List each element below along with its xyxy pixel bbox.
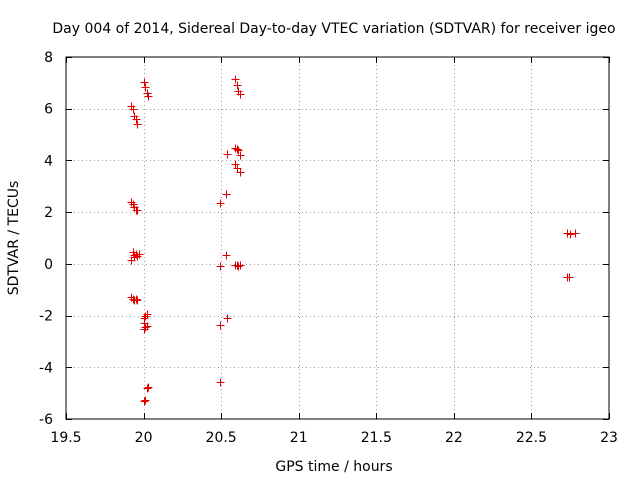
x-tick-label: 23 (600, 430, 618, 446)
data-point (234, 262, 243, 271)
data-point (140, 78, 149, 87)
data-point (144, 92, 153, 101)
x-tick-label: 20 (135, 430, 153, 446)
data-point (566, 230, 575, 239)
data-point (132, 295, 141, 304)
x-tick-labels: 19.5 20 20.5 21 21.5 22 22.5 23 (50, 430, 618, 446)
data-point (236, 151, 245, 160)
plot-frame (65, 56, 610, 420)
data-point (233, 145, 242, 154)
y-tick-label: 4 (44, 153, 53, 169)
x-tick-label: 21 (290, 430, 308, 446)
data-point (571, 229, 580, 238)
data-point (135, 250, 144, 259)
data-point (143, 310, 152, 319)
y-axis-label: SDTVAR / TECUs (6, 181, 22, 296)
x-tick-label: 19.5 (50, 430, 81, 446)
data-point (223, 314, 232, 323)
data-point (216, 378, 225, 387)
data-point (216, 262, 225, 271)
data-point (234, 146, 243, 155)
data-point (144, 383, 153, 392)
data-point (236, 90, 245, 99)
data-point (130, 253, 139, 262)
data-point (565, 273, 574, 282)
y-tick-label: 0 (44, 257, 53, 273)
data-point (133, 296, 142, 305)
x-tick-label: 22 (445, 430, 463, 446)
data-point (216, 199, 225, 208)
data-point (140, 397, 149, 406)
data-point (231, 160, 240, 169)
x-tick-label: 22.5 (516, 430, 547, 446)
data-point (233, 81, 242, 90)
data-point (222, 251, 231, 260)
data-point (222, 190, 231, 199)
data-point (141, 312, 150, 321)
x-axis-label: GPS time / hours (275, 459, 392, 475)
chart-title: Day 004 of 2014, Sidereal Day-to-day VTE… (52, 21, 615, 37)
tick-layer (66, 57, 610, 420)
y-tick-label: 6 (44, 102, 53, 118)
data-point (141, 83, 150, 92)
y-tick-label: -6 (39, 412, 53, 428)
data-point (132, 115, 141, 124)
data-point (133, 120, 142, 129)
data-point (140, 325, 149, 334)
x-tick-label: 20.5 (206, 430, 237, 446)
y-tick-label: -2 (39, 309, 53, 325)
data-point (231, 75, 240, 84)
y-tick-label: 8 (44, 50, 53, 66)
y-tick-label: -4 (39, 360, 53, 376)
data-point (133, 206, 142, 215)
data-point (143, 384, 152, 393)
y-tick-label: 2 (44, 205, 53, 221)
data-point (141, 323, 150, 332)
data-point (141, 396, 150, 405)
data-points (127, 75, 580, 406)
grid-layer (66, 57, 609, 419)
data-point (236, 261, 245, 270)
y-tick-labels: -6 -4 -2 0 2 4 6 8 (39, 50, 53, 428)
x-tick-label: 21.5 (361, 430, 392, 446)
data-point (129, 105, 138, 114)
data-point (127, 198, 136, 207)
data-point (216, 321, 225, 330)
data-point (223, 150, 232, 159)
data-point (236, 168, 245, 177)
